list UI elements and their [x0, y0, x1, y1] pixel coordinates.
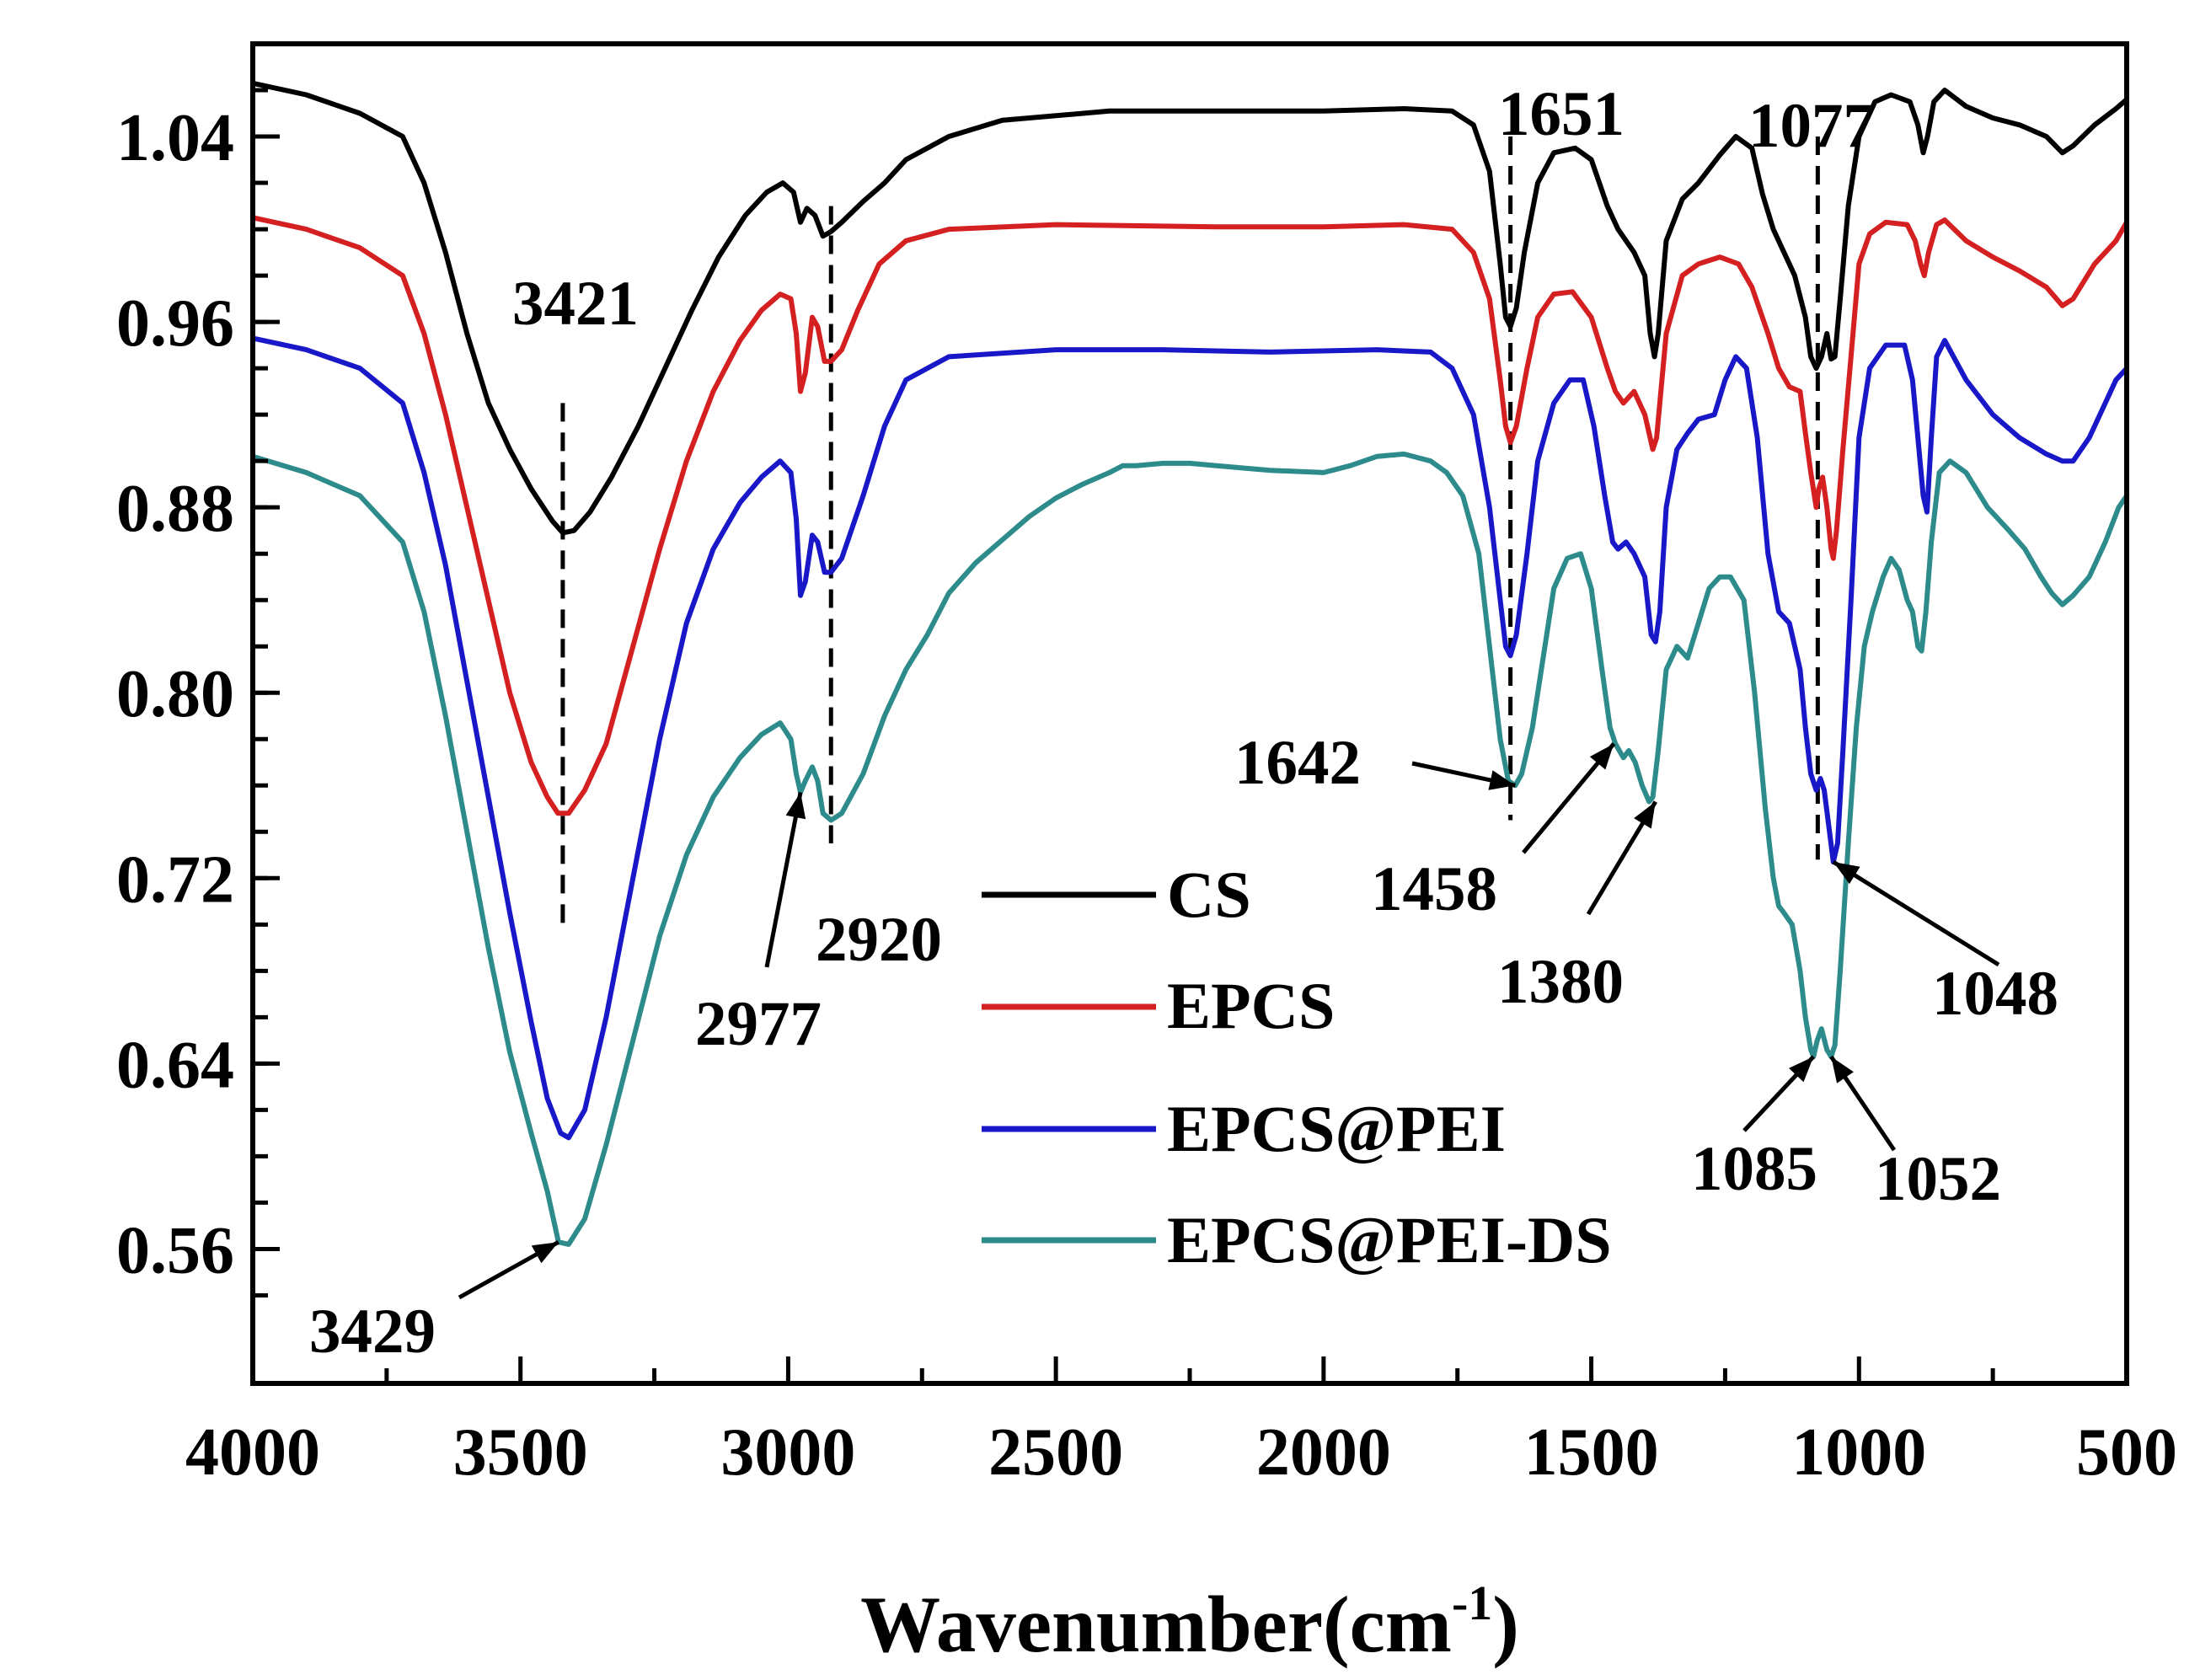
series-line-cs — [250, 80, 2129, 536]
legend-label-epcs-pei: EPCS@PEI — [1167, 1092, 1506, 1165]
annotation-1077: 1077 — [1748, 91, 1875, 161]
peak-annotations: 3421 1651 1077 1642 1458 1380 1048 1085 … — [309, 79, 2058, 1367]
arrow — [1832, 859, 2000, 967]
legend: CS EPCS EPCS@PEI EPCS@PEI-DS — [982, 858, 1612, 1276]
x-tick-label: 3000 — [720, 1415, 855, 1490]
series-line-epcs-pei-ds — [250, 451, 2129, 1247]
annotation-1048: 1048 — [1932, 959, 2058, 1029]
legend-label-cs: CS — [1167, 858, 1251, 931]
x-tick-label: 2000 — [1256, 1415, 1391, 1490]
reference-lines — [560, 136, 1820, 925]
plot-frame — [250, 41, 2129, 1386]
arrow-head — [785, 792, 806, 820]
y-tick-label: 0.56 — [116, 1213, 234, 1287]
annotation-1651: 1651 — [1498, 79, 1625, 149]
annotation-2920: 2920 — [816, 905, 942, 975]
annotation-3429: 3429 — [309, 1297, 436, 1367]
annotation-1642: 1642 — [1234, 728, 1361, 798]
annotation-1380: 1380 — [1497, 947, 1624, 1017]
x-tick-label: 4000 — [185, 1415, 320, 1490]
arrow-head — [1634, 801, 1656, 829]
legend-label-epcs-pei-ds: EPCS@PEI-DS — [1167, 1203, 1612, 1276]
arrow — [764, 792, 803, 968]
annotation-1458: 1458 — [1371, 854, 1497, 924]
x-tick-label: 1000 — [1791, 1415, 1926, 1490]
x-tick-label: 1500 — [1524, 1415, 1659, 1490]
arrow-head — [1488, 770, 1516, 790]
y-tick-label: 0.80 — [116, 657, 234, 731]
annotation-3421: 3421 — [512, 269, 639, 339]
y-tick-label: 1.04 — [116, 101, 234, 175]
arrow-head — [531, 1242, 559, 1264]
annotation-1085: 1085 — [1691, 1134, 1817, 1204]
x-tick-label: 2500 — [988, 1415, 1123, 1490]
y-tick-label: 0.64 — [116, 1028, 234, 1102]
x-axis-title: Wavenumber(cm-1) — [860, 1576, 1519, 1669]
arrow-head — [1789, 1057, 1814, 1083]
x-tick-label: 500 — [2076, 1415, 2177, 1490]
series-lines — [250, 80, 2129, 1247]
arrow-head — [1831, 1057, 1854, 1083]
legend-label-epcs: EPCS — [1167, 969, 1335, 1042]
x-tick-label: 3500 — [453, 1415, 588, 1490]
series-line-epcs — [250, 215, 2129, 816]
arrow-head — [1589, 743, 1614, 770]
annotation-2977: 2977 — [695, 989, 822, 1059]
y-tick-label: 0.96 — [116, 286, 234, 361]
arrow-head — [1833, 862, 1860, 885]
annotation-1052: 1052 — [1875, 1144, 2001, 1214]
tick-labels: 4000 3500 3000 2500 2000 1500 1000 500 1.04 0.96 0… — [116, 101, 2177, 1490]
y-tick-label: 0.72 — [116, 843, 234, 917]
series-line-epcs-pei — [250, 335, 2129, 1141]
y-tick-label: 0.88 — [116, 472, 234, 546]
